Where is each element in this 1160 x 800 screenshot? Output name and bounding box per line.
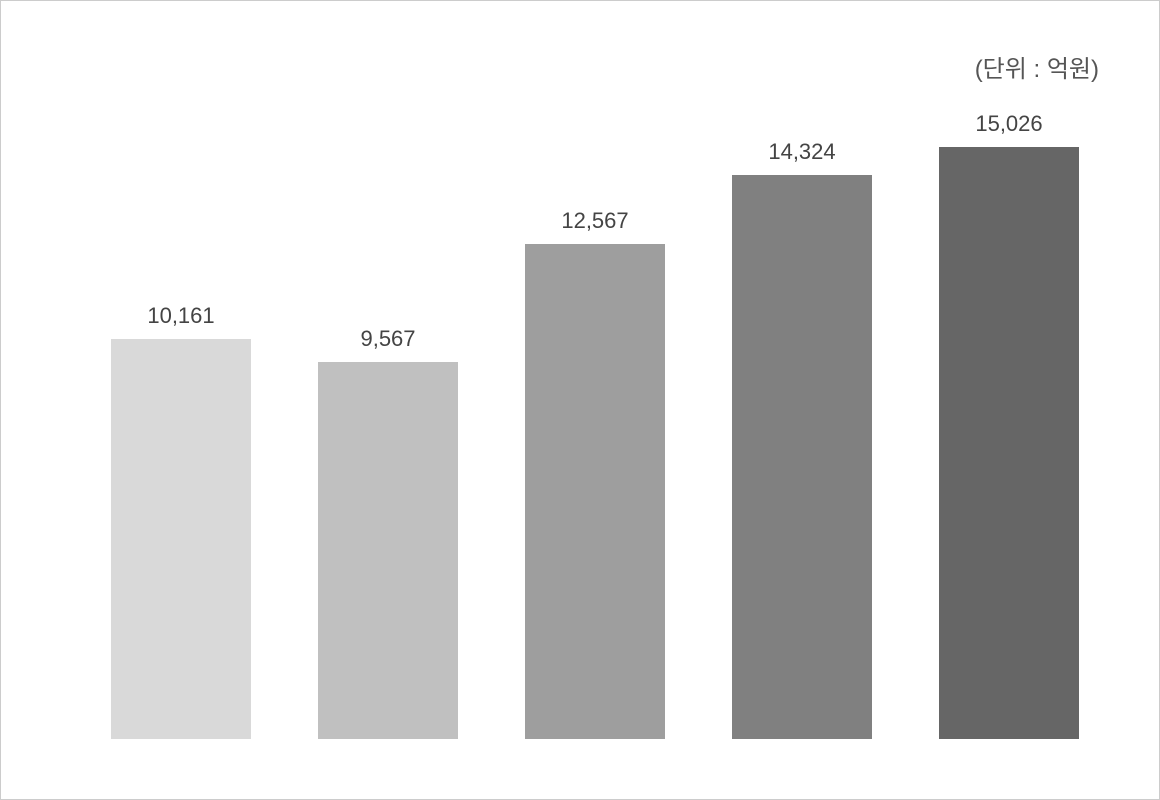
bar-group: 14,324 <box>712 139 892 739</box>
bar-value-label: 14,324 <box>768 139 835 165</box>
unit-label: (단위 : 억원) <box>975 49 1099 84</box>
bar-value-label: 15,026 <box>975 111 1042 137</box>
bar <box>111 339 251 739</box>
bar-group: 10,161 <box>91 303 271 739</box>
bar-value-label: 10,161 <box>147 303 214 329</box>
bar <box>318 362 458 739</box>
bar <box>939 147 1079 739</box>
bar <box>525 244 665 739</box>
bar-group: 15,026 <box>919 111 1099 739</box>
bars-area: 10,161 9,567 12,567 14,324 15,026 <box>91 111 1099 739</box>
bar-value-label: 12,567 <box>561 208 628 234</box>
bar-group: 12,567 <box>505 208 685 739</box>
bar-chart: (단위 : 억원) 10,161 9,567 12,567 14,324 15,… <box>0 0 1160 800</box>
bar <box>732 175 872 739</box>
bar-group: 9,567 <box>298 326 478 739</box>
bar-value-label: 9,567 <box>360 326 415 352</box>
